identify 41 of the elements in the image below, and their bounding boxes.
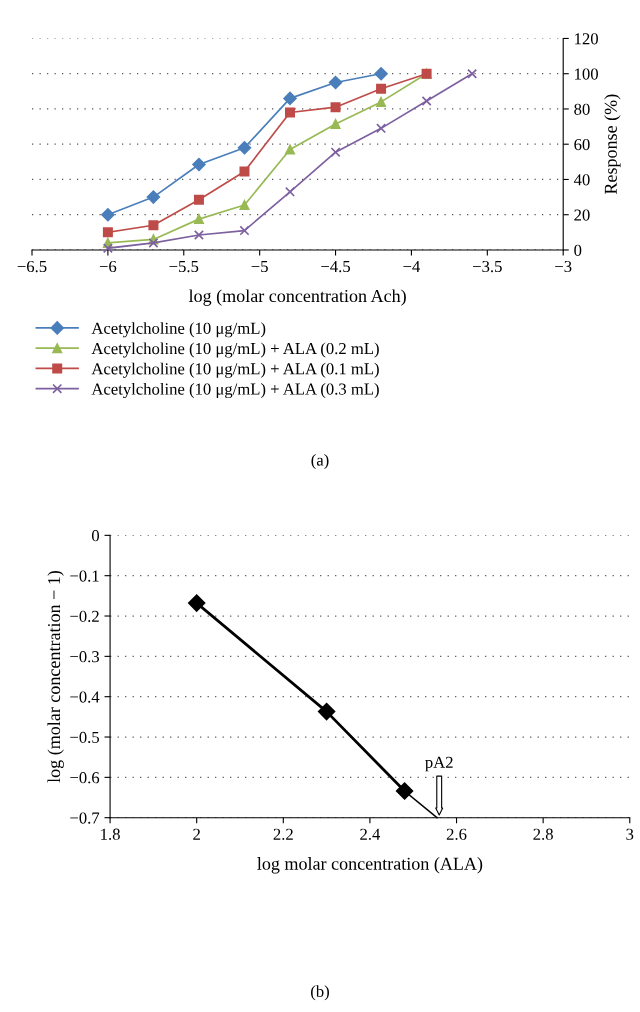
y-tick-label: −0.1 xyxy=(70,570,99,582)
y-tick-label: −0.5 xyxy=(70,731,100,744)
x-tick-label: 2.2 xyxy=(273,828,293,840)
y-tick-label: −0.4 xyxy=(70,691,100,703)
y-axis-title: Response (%) xyxy=(604,94,621,195)
x-tick-label: 2.4 xyxy=(360,828,381,840)
x-axis-title: log molar concentration (ALA) xyxy=(257,857,483,874)
y-tick-label: 60 xyxy=(574,138,590,151)
y-tick-label: 80 xyxy=(574,103,590,115)
x-tick-label: −6.5 xyxy=(17,260,47,273)
text: (a) xyxy=(311,453,329,470)
y-tick-label: −0.2 xyxy=(70,610,99,623)
x-tick-label: 2.6 xyxy=(446,828,467,840)
legend-label: Acetylcholine (10 μg/mL) + ALA (0.1 mL) xyxy=(91,362,379,378)
text: (b) xyxy=(311,985,329,1001)
legend-label: Acetylcholine (10 μg/mL) + ALA (0.3 mL) xyxy=(91,382,379,399)
x-tick-label: −3 xyxy=(555,260,572,273)
x-tick-label: −6 xyxy=(99,260,117,273)
y-tick-label: 120 xyxy=(575,33,598,45)
x-tick-label: −4 xyxy=(403,260,421,272)
y-tick-label: 20 xyxy=(574,209,590,221)
y-tick-label: 40 xyxy=(573,174,590,186)
y-tick-label: −0.7 xyxy=(70,812,100,824)
x-tick-label: 2 xyxy=(193,828,200,840)
x-tick-label: −3.5 xyxy=(473,260,502,273)
legend-label: Acetylcholine (10 μg/mL) + ALA (0.2 mL) xyxy=(91,342,379,358)
annotation: pA2 xyxy=(425,756,453,772)
x-tick-label: 1.8 xyxy=(101,828,120,840)
y-tick-label: 0 xyxy=(91,530,100,542)
legend-label: Acetylcholine (10 μg/mL) xyxy=(91,322,266,338)
x-axis-title: log (molar concentration Ach) xyxy=(188,289,406,306)
x-tick-label: 3 xyxy=(626,828,634,840)
x-tick-label: −4.5 xyxy=(321,260,351,273)
x-tick-label: −5 xyxy=(251,261,268,273)
y-tick-label: 100 xyxy=(575,68,598,80)
y-tick-label: 0 xyxy=(574,244,582,256)
y-tick-label: −0.6 xyxy=(70,772,100,784)
x-tick-label: −5.5 xyxy=(169,261,199,273)
y-tick-label: −0.3 xyxy=(70,651,100,663)
x-tick-label: 2.8 xyxy=(533,828,553,840)
y-axis-title: log (molar concentration − 1) xyxy=(47,570,64,783)
